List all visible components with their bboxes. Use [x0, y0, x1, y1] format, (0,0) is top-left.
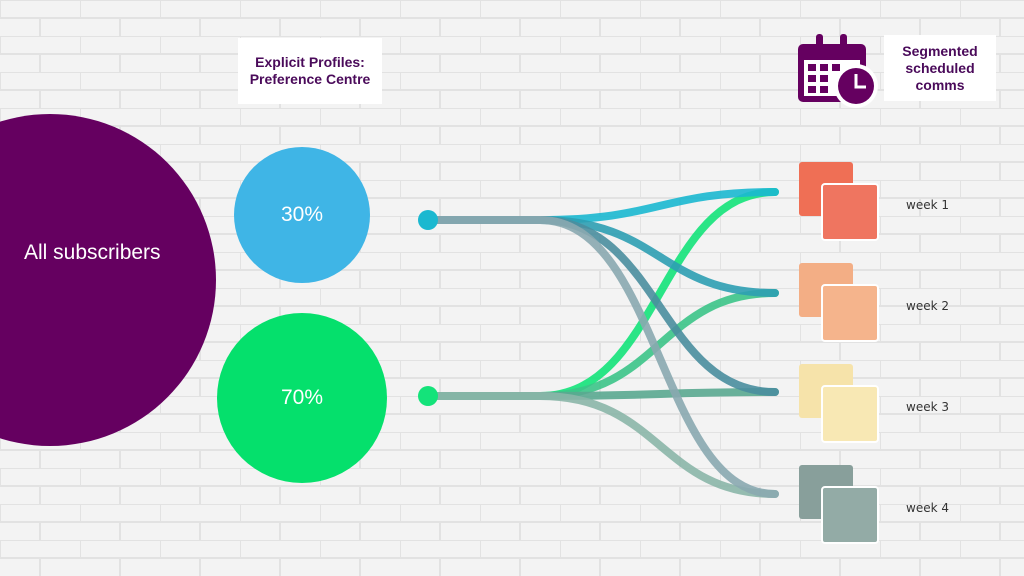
week-square-front [821, 385, 879, 443]
week-label: week 4 [906, 501, 949, 515]
week-square-front [821, 183, 879, 241]
flow-start [418, 386, 438, 406]
flow [424, 392, 779, 498]
calendar-icon [798, 34, 878, 108]
week-label: week 1 [906, 198, 949, 212]
week-label: week 2 [906, 299, 949, 313]
week-square-front [821, 486, 879, 544]
week-square-front [821, 284, 879, 342]
segment-circle [234, 147, 370, 283]
schedule-title: Segmented scheduled comms [884, 35, 996, 101]
segment-label: 70% [280, 386, 324, 409]
flow-start [418, 210, 438, 230]
source-label: All subscribers [24, 241, 161, 264]
header-title: Explicit Profiles: Preference Centre [238, 38, 382, 104]
segment-circle [217, 313, 387, 483]
flow [424, 216, 779, 498]
segment-label: 30% [280, 203, 324, 226]
week-label: week 3 [906, 400, 949, 414]
all-subscribers-circle [0, 114, 216, 446]
flows [418, 188, 779, 498]
week-squares [799, 162, 879, 544]
